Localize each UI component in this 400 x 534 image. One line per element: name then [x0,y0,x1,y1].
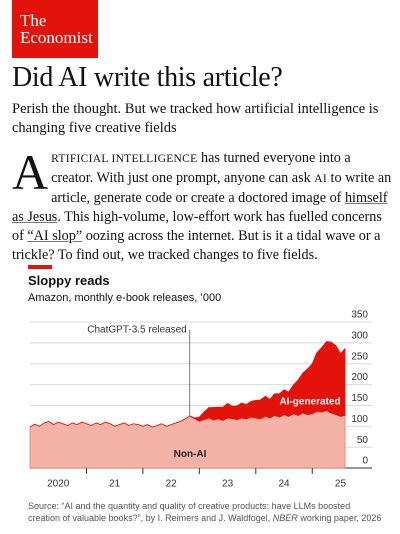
series-label: Non-AI [174,449,207,460]
series-label: AI-generated [279,397,340,408]
y-tick-label: 0 [362,456,368,467]
y-tick-label: 50 [357,435,369,446]
accent-bar [28,265,52,269]
source-note: Source: “AI and the quantity and quality… [28,500,383,524]
area [29,341,346,428]
x-tick-label: 24 [278,479,290,490]
text-run: to write an article, generate code or cr… [51,170,392,206]
text-run: has turned everyone into a creator. With… [51,150,351,186]
x-tick-label: 2020 [47,479,70,490]
chart: 0 50 100 150 200 250 300 350 Non-AI AI-generated C… [29,310,372,490]
text-run: RTIFICIAL INTELLIGENCE [51,153,198,165]
y-tick-label: 350 [351,310,368,321]
y-tick-label: 100 [351,414,368,425]
text-run: A [12,144,49,200]
article-body: A RTIFICIAL INTELLIGENCE has turned every… [12,144,392,265]
text-run: AI [314,173,327,185]
text-run: Source: “AI and the quantity and quality… [28,501,351,523]
chart-title: Sloppy reads [28,273,110,288]
y-tick-label: 200 [351,372,368,383]
x-tick-label: 23 [222,479,234,490]
text-run: NBER [272,513,298,523]
text-run: . This high-volume, low-effort work has … [12,209,382,244]
logo-line: The [20,11,47,30]
standfirst: Perish the thought. But we tracked how a… [12,101,379,136]
link[interactable]: himself as Jesus [12,190,388,225]
x-tick-label: 22 [166,479,178,490]
y-tick-label: 250 [351,351,368,362]
x-tick-label: 25 [335,479,347,490]
text-run: oozing across the internet. But is it a … [12,228,381,263]
x-tick-label: 21 [109,479,121,490]
chart-subtitle: Amazon, monthly e-book releases, ’000 [28,292,222,304]
headline: Did AI write this article? [12,62,283,93]
logo-line: Economist [20,28,93,47]
logo[interactable]: The Economist [12,0,98,58]
annotation: ChatGPT-3.5 released [87,325,187,336]
text-run: working paper, 2026 [297,513,382,523]
y-tick-label: 300 [351,330,368,341]
link[interactable]: “AI slop” [27,228,83,244]
y-tick-label: 150 [351,393,368,404]
